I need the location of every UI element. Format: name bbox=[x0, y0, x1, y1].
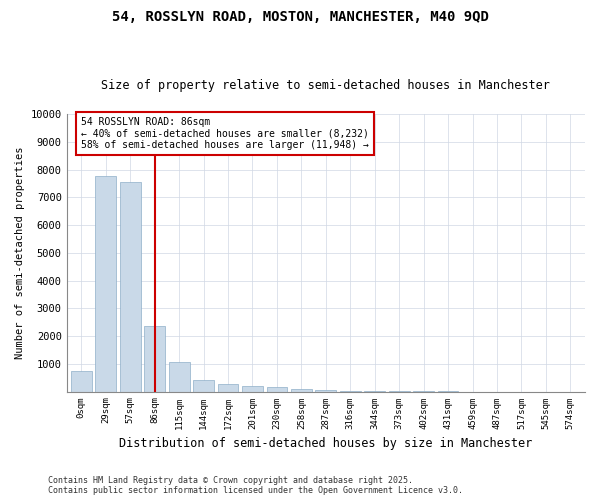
Text: 54 ROSSLYN ROAD: 86sqm
← 40% of semi-detached houses are smaller (8,232)
58% of : 54 ROSSLYN ROAD: 86sqm ← 40% of semi-det… bbox=[82, 117, 369, 150]
Bar bbox=[95, 176, 116, 392]
Bar bbox=[316, 390, 336, 392]
Bar bbox=[193, 380, 214, 392]
Bar bbox=[144, 326, 165, 392]
Text: Contains HM Land Registry data © Crown copyright and database right 2025.
Contai: Contains HM Land Registry data © Crown c… bbox=[48, 476, 463, 495]
Bar bbox=[169, 362, 190, 392]
Bar bbox=[266, 387, 287, 392]
Bar bbox=[71, 370, 92, 392]
X-axis label: Distribution of semi-detached houses by size in Manchester: Distribution of semi-detached houses by … bbox=[119, 437, 532, 450]
Text: 54, ROSSLYN ROAD, MOSTON, MANCHESTER, M40 9QD: 54, ROSSLYN ROAD, MOSTON, MANCHESTER, M4… bbox=[112, 10, 488, 24]
Bar bbox=[120, 182, 140, 392]
Bar bbox=[242, 386, 263, 392]
Bar bbox=[340, 390, 361, 392]
Y-axis label: Number of semi-detached properties: Number of semi-detached properties bbox=[15, 146, 25, 359]
Bar bbox=[218, 384, 238, 392]
Title: Size of property relative to semi-detached houses in Manchester: Size of property relative to semi-detach… bbox=[101, 79, 550, 92]
Bar bbox=[291, 390, 312, 392]
